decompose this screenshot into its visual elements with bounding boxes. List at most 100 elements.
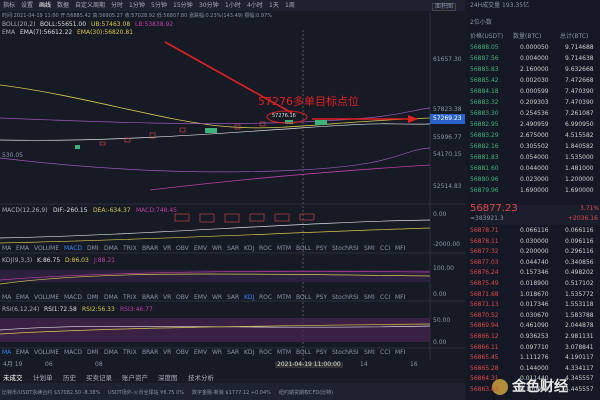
indicator-tab[interactable]: EMV xyxy=(194,349,208,356)
indicator-tab[interactable]: TRIX xyxy=(123,294,137,301)
indicator-tab[interactable]: KDJ xyxy=(244,245,255,252)
indicator-tab[interactable]: MACD xyxy=(64,294,82,301)
indicator-tab[interactable]: BRAR xyxy=(142,294,159,301)
indicator-tab[interactable]: EMV xyxy=(194,294,208,301)
asks-total: 7.470390 xyxy=(565,88,594,95)
asks-qty: 1.690000 xyxy=(520,187,549,194)
indicator-tab[interactable]: DMA xyxy=(104,349,118,356)
indicator-tab[interactable]: MACD xyxy=(64,245,82,252)
indicator-tab[interactable]: CCI xyxy=(380,245,391,252)
asks-price: 56884.18 xyxy=(470,88,499,95)
indicator-tab[interactable]: KDJ xyxy=(244,294,255,301)
indicator-tab[interactable]: MTM xyxy=(277,349,292,356)
indicator-tab[interactable]: BOLL xyxy=(296,294,312,301)
precision-select[interactable]: 2位小数 xyxy=(470,19,492,26)
indicator-tab[interactable]: MFI xyxy=(395,349,406,356)
bids-price: 56865.45 xyxy=(470,354,499,362)
toolbar-item[interactable]: 分时 xyxy=(111,2,124,9)
toolbar-dropdown[interactable]: 面积图 xyxy=(432,3,457,11)
indicator-tab[interactable]: DMI xyxy=(87,294,99,301)
toolbar-item[interactable]: 30分钟 xyxy=(199,2,219,9)
indicator-tab[interactable]: DMA xyxy=(104,245,118,252)
toolbar-item[interactable]: 指标 xyxy=(3,2,16,9)
indicator-tab[interactable]: DMA xyxy=(104,294,118,301)
indicator-tab[interactable]: MACD xyxy=(64,349,82,356)
indicator-tab[interactable]: BRAR xyxy=(142,349,159,356)
indicator-tab[interactable]: VOLUME xyxy=(34,245,60,252)
bottom-tab[interactable]: 未成交 xyxy=(3,374,23,382)
indicator-tab[interactable]: MFI xyxy=(395,294,406,301)
indicator-tab[interactable]: StochRSI xyxy=(332,349,359,356)
toolbar-item[interactable]: 1分钟 xyxy=(129,2,145,9)
indicator-tab[interactable]: MTM xyxy=(277,294,292,301)
bottom-tab[interactable]: 深度图 xyxy=(158,374,178,382)
indicator-tab[interactable]: SMI xyxy=(364,245,375,252)
toolbar-item[interactable]: 设置 xyxy=(21,2,34,9)
indicator-tab[interactable]: ROC xyxy=(259,349,273,356)
indicator-tab[interactable]: MTM xyxy=(277,245,292,252)
indicator-tab[interactable]: MA xyxy=(2,245,12,252)
indicator-tab[interactable]: SAR xyxy=(227,294,240,301)
indicator-tab[interactable]: BOLL xyxy=(296,349,312,356)
toolbar-item[interactable]: 15分钟 xyxy=(173,2,193,9)
indicator-tab[interactable]: SMI xyxy=(364,294,375,301)
toolbar-item[interactable]: 5分钟 xyxy=(151,2,167,9)
indicator-tab[interactable]: StochRSI xyxy=(332,294,359,301)
indicator-tab[interactable]: EMA xyxy=(16,349,30,356)
asks-price: 56883.30 xyxy=(470,110,499,117)
bids-qty: 0.030670 xyxy=(520,311,549,319)
indicator-tab[interactable]: EMV xyxy=(194,245,208,252)
bottom-tab[interactable]: 买卖记录 xyxy=(86,374,112,382)
toolbar-item[interactable]: 1周 xyxy=(285,2,295,9)
asks-price: 56885.42 xyxy=(470,77,499,84)
toolbar-item[interactable]: 4小时 xyxy=(247,2,263,9)
indicator-tab[interactable]: TRIX xyxy=(123,245,137,252)
indicator-tab[interactable]: DMI xyxy=(87,245,99,252)
bids-qty: 1.018670 xyxy=(520,290,549,298)
indicator-tab[interactable]: SMI xyxy=(364,349,375,356)
indicator-tab[interactable]: PSY xyxy=(316,245,328,252)
bottom-tab[interactable]: 计划单 xyxy=(33,374,53,382)
bottom-tab[interactable]: 技术分析 xyxy=(188,374,214,382)
indicator-tab[interactable]: EMA xyxy=(16,245,30,252)
indicator-tab[interactable]: StochRSI xyxy=(332,245,359,252)
indicator-tab[interactable]: VR xyxy=(163,294,172,301)
indicator-tab[interactable]: OBV xyxy=(176,349,189,356)
indicator-tab[interactable]: CCI xyxy=(380,349,391,356)
indicator-tab[interactable]: OBV xyxy=(176,294,189,301)
indicator-tab[interactable]: WR xyxy=(212,349,223,356)
indicator-tab[interactable]: VOLUME xyxy=(34,294,60,301)
indicator-tab[interactable]: VR xyxy=(163,349,172,356)
indicator-tab[interactable]: MA xyxy=(2,349,12,356)
toolbar-item[interactable]: 自定义周期 xyxy=(75,2,106,9)
indicator-tab[interactable]: BOLL xyxy=(296,245,312,252)
bids-price: 56870.52 xyxy=(470,311,499,319)
indicator-tab[interactable]: PSY xyxy=(316,294,328,301)
indicator-tab[interactable]: SAR xyxy=(227,349,240,356)
asks-total: 7.261087 xyxy=(565,110,594,117)
indicator-tab[interactable]: DMI xyxy=(87,349,99,356)
indicator-tab[interactable]: ROC xyxy=(259,245,273,252)
indicator-tab[interactable]: ROC xyxy=(259,294,273,301)
indicator-tab[interactable]: VOLUME xyxy=(34,349,60,356)
indicator-tab[interactable]: WR xyxy=(212,245,223,252)
indicator-tab[interactable]: KDJ xyxy=(244,349,255,356)
toolbar-item[interactable]: 1小时 xyxy=(225,2,241,9)
indicator-tab[interactable]: SAR xyxy=(227,245,240,252)
indicator-tab[interactable]: OBV xyxy=(176,245,189,252)
toolbar-item[interactable]: 1天 xyxy=(269,2,279,9)
indicator-tab[interactable]: VR xyxy=(163,245,172,252)
indicator-tab[interactable]: BRAR xyxy=(142,245,159,252)
toolbar-item[interactable]: 数据 xyxy=(57,2,70,9)
bottom-tab[interactable]: 账户资产 xyxy=(122,374,148,382)
indicator-tab[interactable]: CCI xyxy=(380,294,391,301)
indicator-tab[interactable]: MFI xyxy=(395,245,406,252)
indicator-tab[interactable]: EMA xyxy=(16,294,30,301)
indicator-tab[interactable]: PSY xyxy=(316,349,328,356)
indicator-tab[interactable]: MA xyxy=(2,294,12,301)
bottom-tab[interactable]: 历史 xyxy=(63,374,76,382)
toolbar-item[interactable]: 画线 xyxy=(39,2,52,9)
indicator-tab[interactable]: TRIX xyxy=(123,349,137,356)
indicator-tab[interactable]: WR xyxy=(212,294,223,301)
